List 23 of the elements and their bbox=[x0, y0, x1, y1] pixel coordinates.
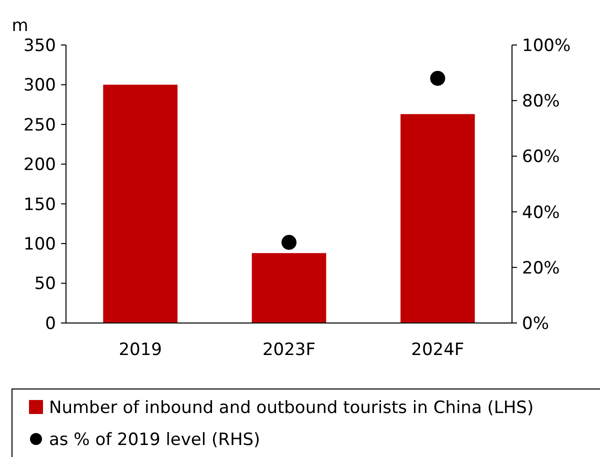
y2-tick-label: 100% bbox=[522, 36, 571, 56]
bar bbox=[400, 114, 475, 323]
x-tick-label: 2019 bbox=[118, 340, 162, 360]
legend-label: as % of 2019 level (RHS) bbox=[49, 430, 260, 450]
y-tick-label: 350 bbox=[24, 36, 56, 56]
bar bbox=[252, 253, 326, 323]
bar bbox=[103, 84, 178, 323]
y2-tick-label: 40% bbox=[522, 202, 560, 223]
y2-tick-label: 0% bbox=[522, 314, 549, 334]
y-tick-label: 50 bbox=[34, 274, 56, 294]
y-tick-label: 0 bbox=[45, 314, 56, 334]
legend-label: Number of inbound and outbound tourists in China (LHS) bbox=[49, 398, 534, 418]
y-tick-label: 150 bbox=[24, 194, 56, 215]
y-tick-label: 200 bbox=[24, 155, 56, 176]
y-axis-title: m bbox=[12, 16, 28, 36]
x-tick-label: 2023F bbox=[262, 340, 316, 360]
y-tick-label: 300 bbox=[24, 76, 56, 96]
y-tick-label: 100 bbox=[24, 234, 56, 255]
y-tick-label: 250 bbox=[24, 115, 56, 136]
y2-tick-label: 20% bbox=[522, 258, 560, 278]
y2-tick-label: 60% bbox=[522, 147, 560, 168]
x-tick-label: 2024F bbox=[411, 340, 464, 360]
y2-tick-label: 80% bbox=[522, 92, 560, 112]
